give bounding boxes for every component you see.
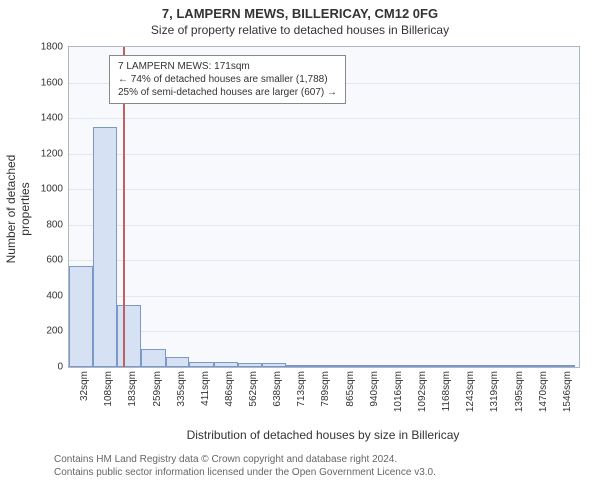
x-tick-label: 713sqm [296, 371, 307, 407]
histogram-bar [166, 357, 190, 367]
histogram-bar [527, 365, 551, 367]
x-tick-label: 1168sqm [441, 371, 452, 411]
x-tick-label: 1470sqm [538, 371, 549, 412]
histogram-bar [479, 365, 503, 367]
info-box-line: 25% of semi-detached houses are larger (… [118, 86, 337, 99]
x-tick-label: 411sqm [200, 371, 211, 406]
histogram-bar [407, 365, 431, 367]
x-tick-label: 865sqm [345, 371, 356, 407]
gridline [69, 154, 579, 155]
info-box-line: ← 74% of detached houses are smaller (1,… [118, 73, 337, 86]
histogram-bar [358, 365, 382, 367]
gridline [69, 189, 579, 190]
x-tick-label: 940sqm [369, 371, 380, 407]
x-tick-label: 638sqm [272, 371, 283, 407]
chart-plot-area: 0200400600800100012001400160018007 LAMPE… [68, 46, 580, 368]
histogram-bar [334, 365, 358, 367]
histogram-bar [238, 363, 262, 367]
y-tick-label: 1600 [41, 77, 69, 88]
histogram-bar [503, 365, 527, 367]
info-box-line: 7 LAMPERN MEWS: 171sqm [118, 60, 337, 73]
histogram-bar [141, 349, 165, 367]
x-tick-label: 1243sqm [465, 371, 476, 412]
y-tick-label: 1200 [41, 148, 69, 159]
y-tick-label: 800 [46, 219, 69, 230]
y-tick-label: 0 [57, 362, 69, 373]
x-tick-label: 32sqm [79, 371, 90, 401]
histogram-bar [189, 362, 213, 367]
x-tick-label: 335sqm [176, 371, 187, 407]
x-tick-label: 789sqm [320, 371, 331, 407]
x-tick-label: 183sqm [127, 371, 138, 407]
x-tick-label: 562sqm [248, 371, 259, 407]
property-info-box: 7 LAMPERN MEWS: 171sqm← 74% of detached … [109, 55, 346, 104]
y-tick-label: 400 [46, 290, 69, 301]
gridline [69, 296, 579, 297]
x-axis-label: Distribution of detached houses by size … [68, 428, 578, 442]
y-tick-label: 1800 [41, 42, 69, 53]
histogram-bar [310, 365, 334, 367]
histogram-bar [93, 127, 117, 367]
x-tick-label: 1546sqm [562, 371, 573, 412]
x-tick-label: 486sqm [224, 371, 235, 407]
x-tick-label: 1319sqm [489, 371, 500, 412]
x-tick-label: 108sqm [103, 371, 114, 407]
y-tick-label: 200 [46, 326, 69, 337]
gridline [69, 225, 579, 226]
chart-title: 7, LAMPERN MEWS, BILLERICAY, CM12 0FG [0, 0, 600, 21]
histogram-bar [551, 365, 575, 367]
footer-line-2: Contains public sector information licen… [54, 467, 436, 480]
y-tick-label: 600 [46, 255, 69, 266]
x-tick-label: 1395sqm [514, 371, 525, 412]
x-tick-label: 1092sqm [417, 371, 428, 412]
y-tick-label: 1400 [41, 113, 69, 124]
histogram-bar [214, 362, 238, 367]
histogram-bar [262, 363, 286, 367]
footer-line-1: Contains HM Land Registry data © Crown c… [54, 454, 436, 467]
footer-attribution: Contains HM Land Registry data © Crown c… [54, 454, 436, 479]
gridline [69, 118, 579, 119]
histogram-bar [117, 305, 141, 367]
y-tick-label: 1000 [41, 184, 69, 195]
gridline [69, 331, 579, 332]
histogram-bar [286, 365, 310, 367]
histogram-bar [383, 365, 407, 367]
chart-subtitle: Size of property relative to detached ho… [0, 21, 600, 37]
x-tick-label: 259sqm [152, 371, 163, 407]
histogram-bar [455, 365, 479, 367]
histogram-bar [69, 266, 93, 367]
y-axis-label: Number of detached properties [4, 129, 32, 289]
gridline [69, 260, 579, 261]
x-tick-label: 1016sqm [393, 371, 404, 412]
histogram-bar [431, 365, 455, 367]
